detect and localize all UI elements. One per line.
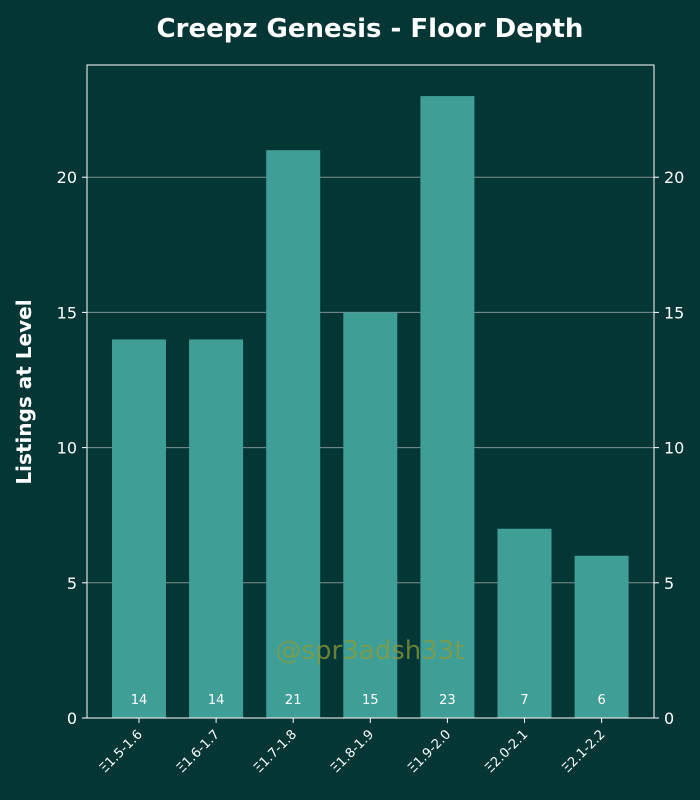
- bar: [574, 555, 629, 718]
- watermark: @spr3adsh33t: [275, 636, 464, 666]
- bar: [266, 150, 321, 718]
- bars: [112, 96, 629, 719]
- y-tick-label-left: 5: [67, 574, 77, 593]
- bar-value-label: 7: [520, 693, 528, 708]
- y-tick-label-right: 15: [664, 303, 684, 322]
- y-tick-label-right: 10: [664, 439, 684, 458]
- bar: [420, 96, 475, 719]
- bar-value-label: 23: [439, 693, 456, 708]
- y-tick-label-left: 10: [57, 439, 77, 458]
- y-tick-label-left: 15: [57, 303, 77, 322]
- y-tick-label-right: 20: [664, 168, 684, 187]
- y-tick-label-right: 0: [664, 709, 674, 728]
- y-tick-label-left: 0: [67, 709, 77, 728]
- y-axis-left-ticks: 0 5 10 15 20: [57, 168, 87, 728]
- y-axis-right-ticks: 0 5 10 15 20: [654, 168, 684, 728]
- bar-value-label: 14: [208, 693, 225, 708]
- bar: [189, 339, 244, 718]
- y-axis-label: Listings at Level: [12, 299, 36, 484]
- bar-value-label: 14: [131, 693, 148, 708]
- chart-title: Creepz Genesis - Floor Depth: [157, 14, 584, 44]
- data-labels: 14 14 21 15 23 7 6: [131, 693, 606, 708]
- bar: [497, 528, 552, 718]
- y-tick-label-right: 5: [664, 574, 674, 593]
- bar-value-label: 21: [285, 693, 302, 708]
- bar: [112, 339, 166, 718]
- bar: [343, 312, 398, 718]
- y-tick-label-left: 20: [57, 168, 77, 187]
- bar-value-label: 15: [362, 693, 379, 708]
- bar-value-label: 6: [597, 693, 605, 708]
